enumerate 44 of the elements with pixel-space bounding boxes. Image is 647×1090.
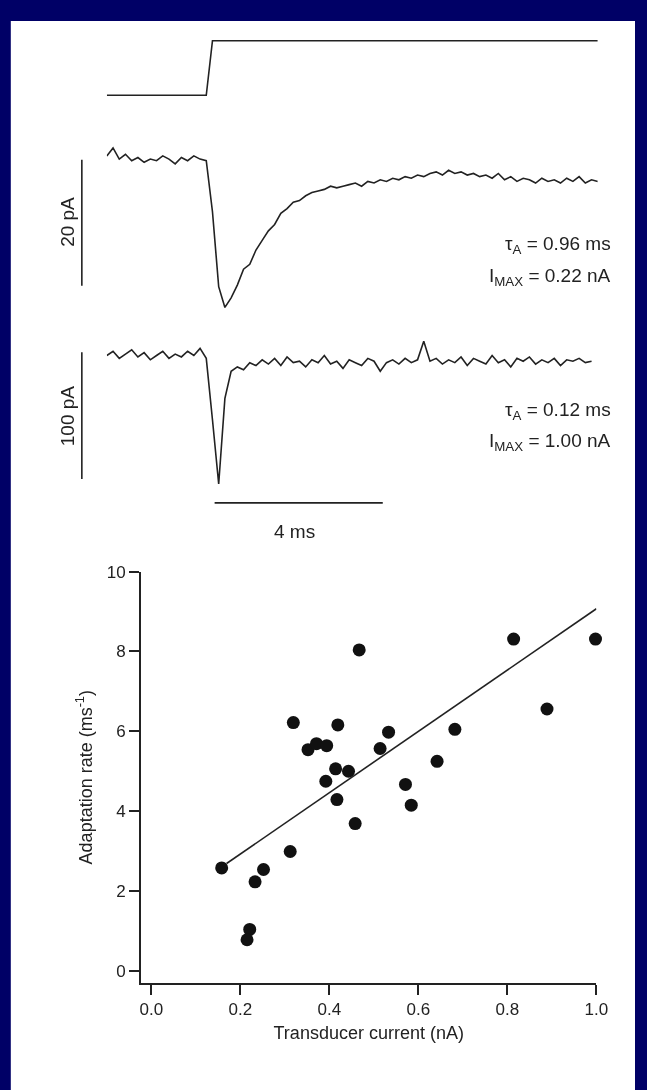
annotation: I$_{MAX}$ = 1.00 nA xyxy=(489,430,611,454)
point xyxy=(507,632,521,646)
point xyxy=(215,861,229,875)
y-tick-label: 10 xyxy=(106,562,126,582)
point xyxy=(330,793,344,807)
y-tick-label: 0 xyxy=(116,961,126,981)
point xyxy=(329,762,343,776)
x-tick-label: 0.2 xyxy=(228,1000,253,1020)
x-tick-label: 0.6 xyxy=(406,1000,431,1020)
point xyxy=(342,764,356,778)
point xyxy=(286,716,300,730)
point xyxy=(331,718,345,732)
annotation: τ$_{A}$ = 0.12 ms xyxy=(505,399,611,423)
x-axis-title: Transducer current (nA) xyxy=(273,1022,464,1043)
point xyxy=(540,702,554,716)
point xyxy=(348,817,362,831)
point xyxy=(283,845,297,859)
text: 4 ms xyxy=(274,521,316,542)
point xyxy=(589,632,602,646)
point xyxy=(373,742,387,755)
point xyxy=(319,774,333,788)
x-tick-label: 0.0 xyxy=(139,1000,164,1020)
point xyxy=(352,643,366,657)
point xyxy=(240,933,254,947)
point xyxy=(448,722,462,736)
point xyxy=(243,922,257,936)
x-tick-label: 0.8 xyxy=(495,1000,520,1020)
point xyxy=(382,725,396,739)
point xyxy=(320,739,334,753)
point xyxy=(404,798,418,812)
point xyxy=(257,863,271,876)
annotation: τ$_{A}$ = 0.96 ms xyxy=(505,233,611,257)
annotation: I$_{MAX}$ = 0.22 nA xyxy=(489,265,611,289)
x-tick-label: 0.4 xyxy=(317,1000,342,1020)
text: 100 pA xyxy=(57,385,79,447)
y-tick-label: 4 xyxy=(116,802,126,822)
y-tick-label: 2 xyxy=(116,882,126,902)
point xyxy=(398,777,412,791)
point xyxy=(248,875,262,889)
y-tick-label: 6 xyxy=(116,722,126,742)
text: 20 pA xyxy=(57,196,79,247)
point xyxy=(430,754,444,768)
y-tick-label: 8 xyxy=(116,642,126,662)
x-tick-label: 1.0 xyxy=(584,1000,609,1020)
